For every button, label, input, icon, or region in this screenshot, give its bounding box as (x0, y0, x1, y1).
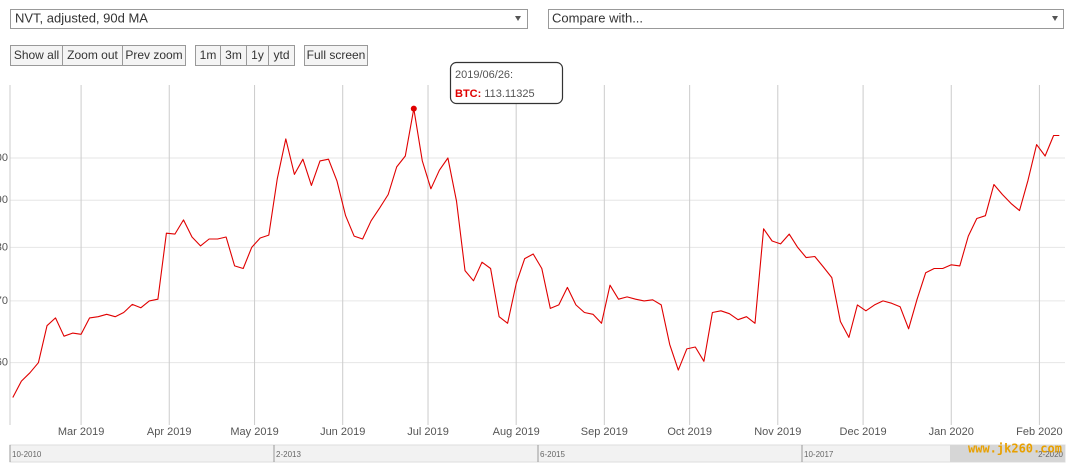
watermark: www.jk260.com (968, 442, 1062, 456)
x-tick-label: Mar 2019 (58, 426, 104, 438)
x-tick-label: Apr 2019 (147, 426, 192, 438)
tooltip-number: 113.11325 (484, 88, 534, 100)
button[interactable] (268, 45, 295, 66)
compare-select-label: Compare with... (552, 10, 643, 25)
metric-select[interactable] (10, 9, 528, 29)
x-tick-label: Sep 2019 (581, 426, 628, 438)
y-tick-label: 100 (0, 152, 8, 164)
tooltip-value: BTC: 113.11325 (455, 88, 535, 100)
navigator-label: 10-2017 (804, 450, 834, 459)
y-tick-label: 70 (0, 295, 8, 307)
y-tick-label: 90 (0, 194, 8, 206)
x-tick-label: Aug 2019 (493, 426, 540, 438)
x-tick-label: May 2019 (230, 426, 278, 438)
x-tick-label: Oct 2019 (667, 426, 712, 438)
navigator-label: 2-2020 (1038, 450, 1063, 459)
tooltip-date: 2019/06/26: (455, 69, 513, 81)
x-tick-label: Jan 2020 (929, 426, 974, 438)
x-tick-label: Dec 2019 (840, 426, 887, 438)
select-arrow (1052, 16, 1058, 21)
y-tick-label: 80 (0, 241, 8, 253)
x-tick-label: Jul 2019 (407, 426, 449, 438)
button-label: ytd (273, 48, 289, 62)
button[interactable] (304, 45, 368, 66)
select-arrow (515, 16, 521, 21)
button-label: Full screen (307, 48, 366, 62)
button[interactable] (122, 45, 186, 66)
tooltip-series: BTC: (455, 88, 481, 100)
y-tick-label: 60 (0, 357, 8, 369)
button-label: 1y (251, 48, 264, 62)
navigator-label: 2-2013 (276, 450, 301, 459)
button-label: 3m (225, 48, 242, 62)
tooltip-box (449, 61, 564, 105)
hover-marker (410, 105, 417, 112)
button-label: Show all (14, 48, 59, 62)
navigator-selection (950, 445, 1065, 462)
navigator-label: 6-2015 (540, 450, 565, 459)
x-tick-label: Nov 2019 (754, 426, 801, 438)
button-label: Zoom out (67, 48, 118, 62)
x-tick-label: Feb 2020 (1016, 426, 1062, 438)
x-tick-label: Jun 2019 (320, 426, 365, 438)
button-label: Prev zoom (125, 48, 182, 62)
button-label: 1m (200, 48, 217, 62)
metric-select-label: NVT, adjusted, 90d MA (15, 10, 148, 25)
compare-select[interactable] (548, 9, 1064, 29)
navigator-label: 10-2010 (12, 450, 42, 459)
series-line (12, 108, 1060, 398)
